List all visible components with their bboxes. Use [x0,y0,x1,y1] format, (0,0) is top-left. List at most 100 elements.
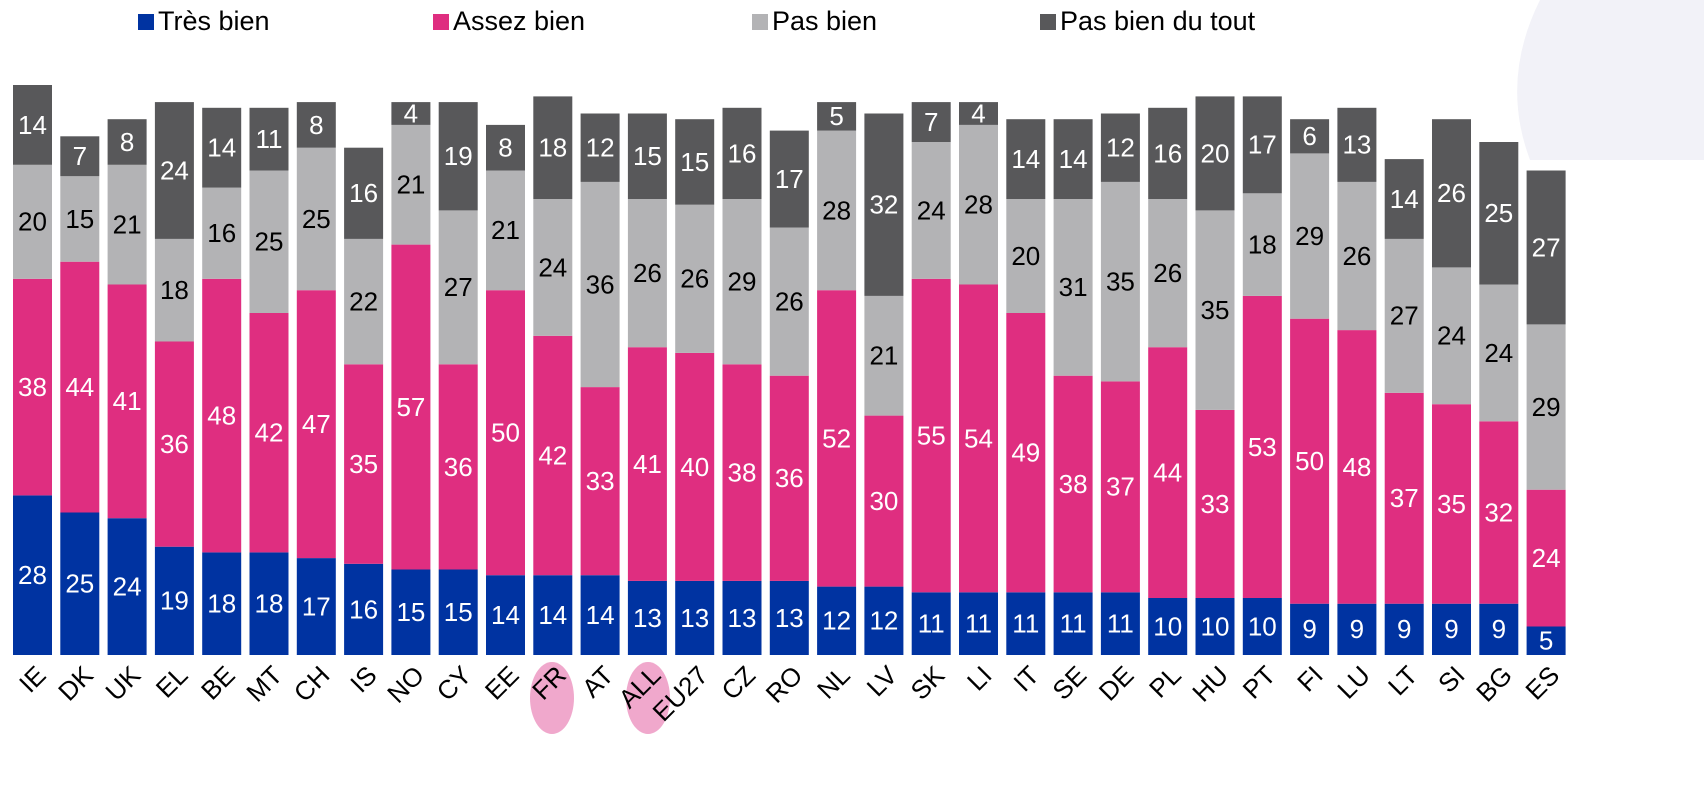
x-tick-label: PT [1237,660,1282,705]
bar-segment [1337,107,1377,182]
data-label: 11 [1107,609,1134,639]
legend-label: Pas bien du tout [1060,6,1256,36]
bar-segment [60,176,100,262]
data-label: 17 [1248,130,1277,160]
data-label: 26 [633,258,662,288]
bar-segment [627,347,667,581]
data-label: 18 [160,275,189,305]
data-label: 14 [1011,144,1040,174]
data-label: 6 [1302,121,1316,151]
bar-segment [1479,142,1519,285]
data-label: 15 [633,141,662,171]
bar-segment [107,119,147,165]
data-label: 9 [1444,614,1458,644]
bar-segment [722,364,762,581]
data-label: 24 [160,155,189,185]
bar-segment [438,569,478,655]
bar-segment [1195,210,1235,410]
bar-segment [296,102,336,148]
data-label: 15 [444,597,473,627]
legend-label: Très bien [158,6,270,36]
bar-segment [296,558,336,655]
bar-segment [533,199,573,336]
x-tick-label: SK [905,659,951,705]
bar-segment [391,244,431,570]
bar-segment [1290,153,1330,319]
data-label: 11 [256,124,283,154]
bar-segment [438,102,478,211]
bar-segment [107,518,147,655]
bar-segment [580,575,620,655]
highlight [530,662,574,734]
data-label: 18 [1248,229,1277,259]
bar-segment [1479,284,1519,422]
bar-segment [296,290,336,559]
bar-segment [1006,119,1046,199]
data-label: 26 [1153,258,1182,288]
bar-segment [1337,181,1377,331]
data-label: 19 [160,586,189,616]
data-label: 13 [775,603,804,633]
x-tick-label: ES [1519,660,1565,706]
legend-swatch [433,14,449,30]
bar-segment [580,387,620,576]
data-label: 37 [1390,483,1419,513]
data-label: 26 [680,264,709,294]
data-label: 36 [586,269,615,299]
bar-segment [1100,381,1140,593]
x-tick-label: LT [1382,660,1423,701]
bar-segment [817,290,857,587]
data-label: 7 [73,141,87,171]
bar-segment [580,113,620,182]
x-tick-label: IS [344,660,383,699]
legend-swatch [1040,14,1056,30]
data-label: 35 [1106,267,1135,297]
data-label: 44 [65,372,94,402]
x-tick-label: FI [1291,660,1329,698]
bar-segment [1006,199,1046,313]
data-label: 5 [1539,626,1553,656]
x-tick-label: MT [240,660,288,708]
x-tick-label: NL [811,660,856,705]
bar-segment [959,592,998,655]
data-label: 35 [1201,295,1230,325]
legend-label: Pas bien [772,6,877,36]
bar-segment [1242,193,1282,296]
legend-swatch [752,14,768,30]
bar-segment [1479,421,1519,604]
data-label: 9 [1397,614,1411,644]
bar-segment [1148,199,1188,348]
bar-segment [864,295,904,416]
data-label: 14 [207,133,236,163]
legend-swatch [138,14,154,30]
data-label: 5 [829,101,843,131]
data-label: 14 [18,110,47,140]
data-label: 27 [1532,232,1561,262]
bar-segment [1384,392,1424,604]
bar-segment [911,592,951,655]
data-label: 8 [120,127,134,157]
data-label: 15 [65,204,94,234]
data-label: 12 [1106,133,1135,163]
background-shape [1517,0,1704,160]
x-tick-label: EE [479,660,525,706]
bar-segment [1384,238,1424,393]
data-label: 15 [680,147,709,177]
data-label: 22 [349,286,378,316]
bar-segment [344,238,384,365]
data-label: 7 [924,107,938,137]
data-label: 4 [971,98,985,128]
data-label: 53 [1248,432,1277,462]
bar-segment [60,512,100,655]
x-tick-label: EL [150,660,194,704]
bar-segment [722,107,762,199]
x-tick-label: CH [288,660,336,708]
data-label: 48 [207,400,236,430]
data-label: 16 [349,178,378,208]
bar-segment [1526,626,1566,655]
data-label: 17 [302,591,331,621]
data-label: 36 [444,452,473,482]
x-tick-label: AT [576,660,619,703]
bar-segment [13,85,52,165]
